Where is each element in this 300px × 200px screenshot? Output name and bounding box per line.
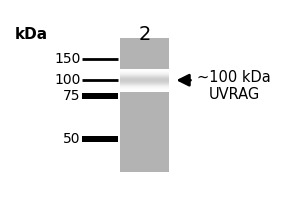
Bar xyxy=(120,90,169,91)
Bar xyxy=(120,73,169,74)
Text: kDa: kDa xyxy=(15,27,48,42)
Bar xyxy=(120,38,169,172)
Bar xyxy=(120,80,169,81)
Bar xyxy=(120,76,169,77)
Bar xyxy=(120,88,169,89)
Bar xyxy=(120,69,169,70)
Bar xyxy=(120,75,169,76)
Text: 150: 150 xyxy=(54,52,80,66)
Bar xyxy=(120,84,169,85)
Text: UVRAG: UVRAG xyxy=(208,87,260,102)
Bar xyxy=(120,81,169,82)
Bar xyxy=(120,89,169,90)
Bar xyxy=(82,136,118,142)
Bar xyxy=(82,93,118,99)
Bar xyxy=(120,79,169,80)
Bar xyxy=(120,82,169,83)
Bar xyxy=(120,69,169,70)
Bar xyxy=(120,74,169,75)
Bar xyxy=(120,91,169,92)
Bar xyxy=(120,79,169,80)
Bar xyxy=(120,84,169,85)
Text: 50: 50 xyxy=(63,132,80,146)
Bar xyxy=(120,88,169,89)
Bar xyxy=(120,83,169,84)
Bar xyxy=(120,86,169,87)
Bar xyxy=(120,71,169,72)
Bar xyxy=(120,85,169,86)
Bar xyxy=(120,73,169,74)
Text: 100: 100 xyxy=(54,73,80,87)
Bar xyxy=(120,87,169,88)
Bar xyxy=(120,81,169,82)
Text: 2: 2 xyxy=(138,25,151,44)
Bar xyxy=(120,71,169,72)
Bar xyxy=(120,75,169,76)
Bar xyxy=(120,77,169,78)
Bar xyxy=(120,70,169,71)
Bar xyxy=(120,90,169,91)
Bar xyxy=(120,72,169,73)
Bar xyxy=(120,78,169,79)
Bar xyxy=(120,77,169,78)
Bar xyxy=(120,82,169,83)
Bar xyxy=(120,86,169,87)
Text: 75: 75 xyxy=(63,89,80,103)
Text: ~100 kDa: ~100 kDa xyxy=(197,70,271,85)
